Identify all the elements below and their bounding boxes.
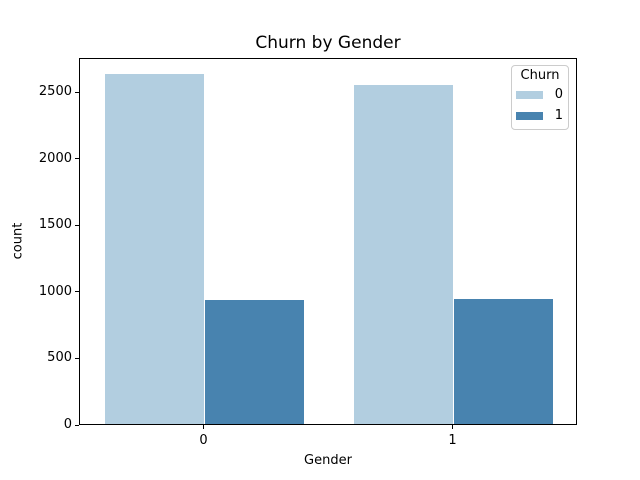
bar-gender0-churn1 bbox=[204, 300, 305, 424]
x-tick-label: 0 bbox=[199, 433, 208, 448]
legend-swatch-1 bbox=[516, 111, 543, 120]
x-tick-label: 1 bbox=[448, 433, 457, 448]
y-tick-mark bbox=[75, 291, 79, 293]
x-tick-mark bbox=[452, 425, 453, 429]
legend-entry: 0 bbox=[512, 84, 568, 105]
bar-gender1-churn0 bbox=[353, 84, 454, 424]
plot-area bbox=[79, 58, 577, 425]
chart-title: Churn by Gender bbox=[255, 33, 401, 53]
bar-gender1-churn1 bbox=[453, 299, 554, 424]
y-tick-mark bbox=[75, 224, 79, 226]
y-tick-mark bbox=[75, 357, 79, 359]
y-tick-label: 500 bbox=[47, 350, 72, 366]
y-tick-label: 1500 bbox=[38, 217, 72, 233]
x-axis-label: Gender bbox=[304, 453, 352, 468]
y-tick-mark bbox=[75, 158, 79, 160]
y-tick-label: 2500 bbox=[38, 84, 72, 100]
legend-swatch-0 bbox=[516, 90, 543, 99]
y-axis-label: count bbox=[10, 222, 26, 260]
legend-title: Churn bbox=[520, 68, 560, 83]
y-tick-label: 1000 bbox=[38, 283, 72, 299]
y-tick-mark bbox=[75, 91, 79, 93]
legend-entry-label: 0 bbox=[554, 86, 563, 102]
x-tick-mark bbox=[203, 425, 204, 429]
y-tick-label: 2000 bbox=[38, 150, 72, 166]
legend-entry-label: 1 bbox=[554, 107, 563, 123]
legend-entry: 1 bbox=[512, 105, 568, 126]
y-tick-label: 0 bbox=[63, 417, 72, 432]
bar-gender0-churn0 bbox=[104, 74, 205, 424]
y-tick-mark bbox=[75, 424, 79, 426]
